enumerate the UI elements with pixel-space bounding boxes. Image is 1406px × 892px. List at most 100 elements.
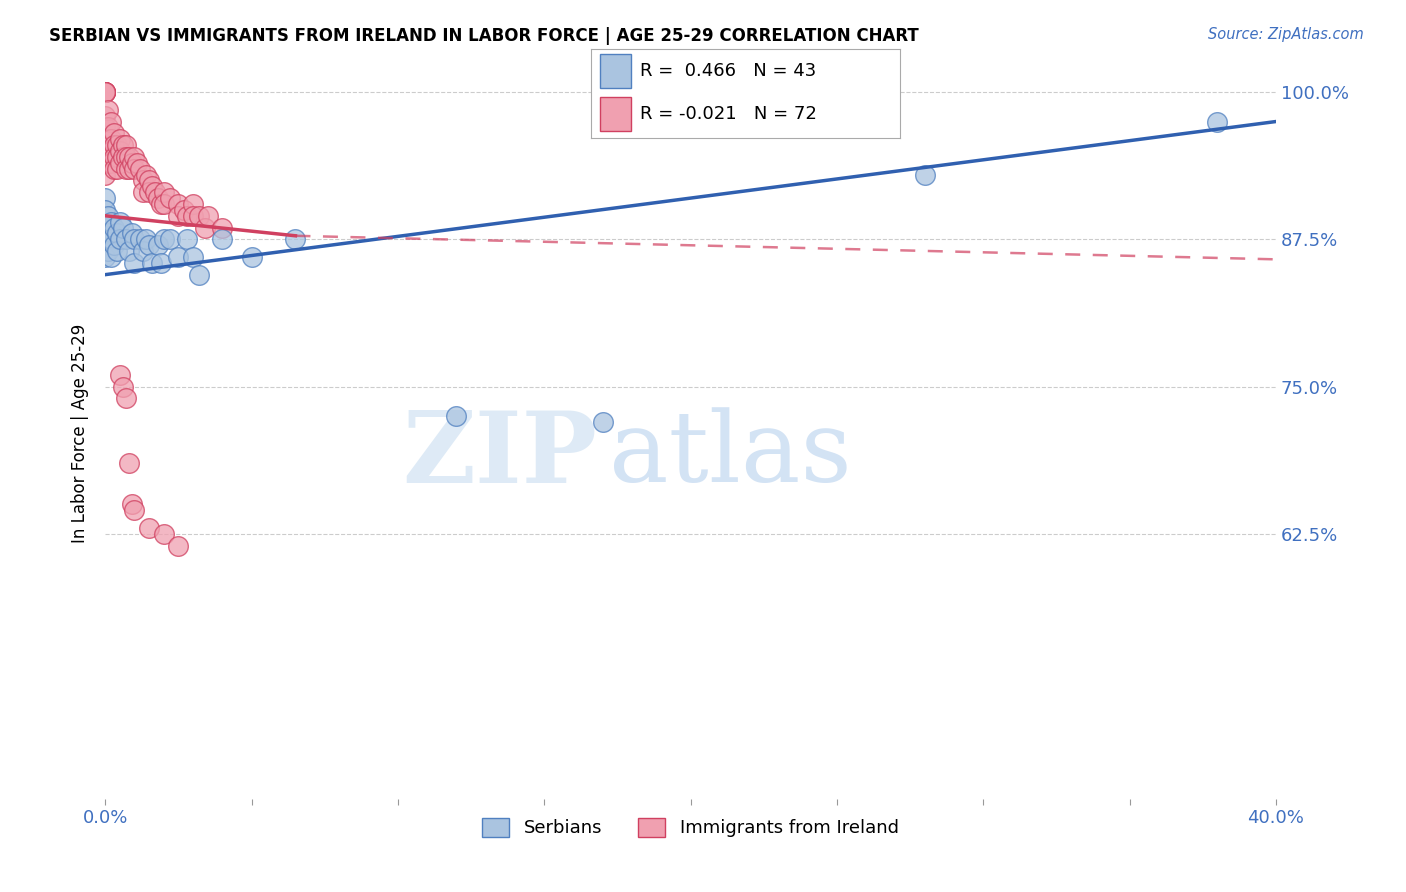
Point [124, 503, 146, 517]
Point [105, 161, 128, 176]
Point [97, 227, 120, 241]
Point [94, 85, 117, 99]
Text: atlas: atlas [609, 408, 852, 503]
Point [114, 150, 136, 164]
Point [117, 456, 139, 470]
Point [94, 168, 117, 182]
Point [100, 155, 122, 169]
Point [103, 138, 125, 153]
Point [194, 220, 217, 235]
Point [117, 161, 139, 176]
Point [108, 144, 131, 158]
Point [121, 155, 143, 169]
Point [103, 161, 125, 176]
Text: Source: ZipAtlas.com: Source: ZipAtlas.com [1208, 27, 1364, 42]
Point [124, 232, 146, 246]
Point [129, 232, 152, 246]
Point [187, 209, 209, 223]
Point [94, 85, 117, 99]
Point [167, 197, 190, 211]
Point [143, 185, 166, 199]
Point [132, 244, 155, 259]
Point [97, 103, 120, 117]
Point [1206, 114, 1229, 128]
Point [127, 155, 149, 169]
Point [94, 109, 117, 123]
Point [149, 197, 172, 211]
Point [97, 244, 120, 259]
Point [211, 220, 233, 235]
Point [197, 209, 219, 223]
Point [138, 173, 160, 187]
Point [592, 415, 614, 429]
Point [94, 202, 117, 217]
Point [117, 244, 139, 259]
Point [114, 138, 136, 153]
Point [100, 114, 122, 128]
Point [114, 161, 136, 176]
Point [94, 85, 117, 99]
Point [97, 120, 120, 135]
Point [152, 526, 174, 541]
Point [240, 250, 263, 264]
Point [103, 150, 125, 164]
Point [176, 209, 198, 223]
Point [117, 150, 139, 164]
Point [94, 132, 117, 146]
Point [111, 220, 134, 235]
Point [114, 392, 136, 406]
Point [103, 220, 125, 235]
Y-axis label: In Labor Force | Age 25-29: In Labor Force | Age 25-29 [72, 324, 89, 543]
Point [152, 185, 174, 199]
Point [100, 132, 122, 146]
Point [914, 168, 936, 182]
Point [94, 120, 117, 135]
Point [111, 138, 134, 153]
Point [108, 368, 131, 382]
Point [121, 227, 143, 241]
Point [94, 232, 117, 246]
Point [135, 168, 157, 182]
Point [94, 85, 117, 99]
Point [132, 185, 155, 199]
Point [446, 409, 468, 423]
Point [152, 232, 174, 246]
Bar [600, 54, 631, 88]
Point [108, 155, 131, 169]
Point [100, 144, 122, 158]
Point [181, 209, 204, 223]
Point [103, 126, 125, 140]
Bar [600, 97, 631, 131]
Point [94, 191, 117, 205]
Point [124, 161, 146, 176]
Point [149, 256, 172, 270]
Point [176, 232, 198, 246]
Point [187, 268, 209, 282]
Text: SERBIAN VS IMMIGRANTS FROM IRELAND IN LABOR FORCE | AGE 25-29 CORRELATION CHART: SERBIAN VS IMMIGRANTS FROM IRELAND IN LA… [49, 27, 920, 45]
Point [100, 250, 122, 264]
Point [141, 179, 163, 194]
Point [167, 539, 190, 553]
Point [103, 238, 125, 252]
Point [111, 379, 134, 393]
Point [141, 256, 163, 270]
Point [105, 138, 128, 153]
Point [114, 232, 136, 246]
Point [167, 209, 190, 223]
Point [94, 220, 117, 235]
Point [97, 155, 120, 169]
Point [135, 232, 157, 246]
Point [111, 150, 134, 164]
Point [181, 197, 204, 211]
Point [105, 227, 128, 241]
Point [132, 173, 155, 187]
Point [94, 144, 117, 158]
Legend: Serbians, Immigrants from Ireland: Serbians, Immigrants from Ireland [475, 811, 905, 845]
Point [108, 132, 131, 146]
Point [105, 244, 128, 259]
Point [167, 250, 190, 264]
Point [100, 214, 122, 228]
Text: R =  0.466   N = 43: R = 0.466 N = 43 [640, 62, 817, 80]
Point [159, 191, 181, 205]
Point [105, 150, 128, 164]
